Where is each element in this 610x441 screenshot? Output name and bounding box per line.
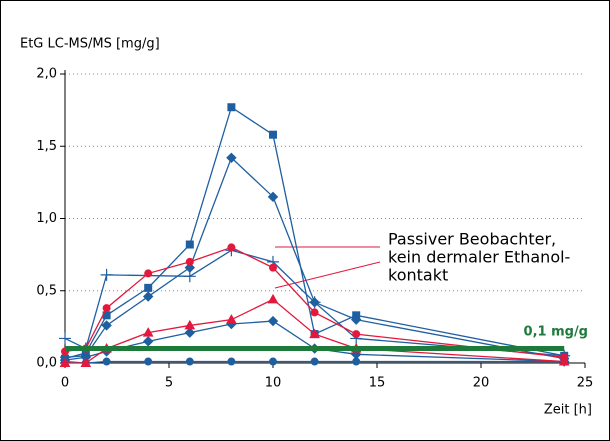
marker <box>144 357 153 366</box>
y-axis-label: EtG LC-MS/MS [mg/g] <box>20 37 160 52</box>
marker <box>269 263 277 272</box>
x-tick-label: 10 <box>265 376 282 391</box>
marker <box>101 320 112 331</box>
marker <box>142 291 154 302</box>
marker <box>142 327 154 337</box>
marker <box>142 336 154 347</box>
series-line <box>64 106 565 360</box>
marker <box>184 327 196 338</box>
x-tick-label: 15 <box>369 376 386 391</box>
annotation: kontakt <box>388 266 448 285</box>
marker <box>226 152 237 164</box>
marker <box>226 314 237 324</box>
marker <box>185 357 194 366</box>
marker <box>267 293 279 304</box>
marker <box>310 357 319 366</box>
marker <box>59 357 71 367</box>
y-tick-label: 1,0 <box>36 211 57 226</box>
marker <box>308 296 321 309</box>
marker <box>310 308 319 317</box>
marker <box>269 357 277 366</box>
marker <box>144 269 153 278</box>
annotation-pointer <box>274 261 381 289</box>
marker <box>350 314 362 325</box>
marker <box>227 357 236 366</box>
series-line <box>64 320 565 363</box>
series-line <box>65 298 565 364</box>
y-tick-label: 0,0 <box>36 356 57 371</box>
marker <box>309 328 320 339</box>
marker <box>267 191 279 203</box>
marker <box>185 257 194 266</box>
marker <box>227 243 236 252</box>
marker <box>227 103 236 112</box>
series-line <box>64 246 565 358</box>
x-tick-label: 0 <box>61 376 69 391</box>
marker <box>100 268 113 281</box>
series-line <box>64 156 565 360</box>
annotation: Passiver Beobachter, <box>388 230 556 249</box>
y-tick-label: 1,5 <box>36 139 57 154</box>
x-tick-label: 20 <box>473 376 490 391</box>
marker <box>558 356 570 366</box>
y-tick-label: 0,5 <box>36 283 57 298</box>
marker <box>144 283 153 292</box>
x-axis-label: Zeit [h] <box>544 403 592 418</box>
threshold-label: 0,1 mg/g <box>524 325 588 340</box>
marker <box>185 240 194 249</box>
marker <box>267 315 279 327</box>
x-tick-label: 5 <box>165 376 173 391</box>
series-line <box>64 360 565 364</box>
marker <box>269 130 277 139</box>
y-tick-label: 2,0 <box>36 67 57 82</box>
annotation: kein dermaler Ethanol- <box>388 248 570 267</box>
marker <box>352 330 361 339</box>
marker <box>102 304 111 313</box>
marker <box>59 332 71 345</box>
marker <box>80 357 92 367</box>
marker <box>352 357 361 366</box>
marker <box>184 319 196 330</box>
marker <box>102 357 111 366</box>
x-tick-label: 25 <box>577 376 594 391</box>
marker <box>183 270 196 283</box>
